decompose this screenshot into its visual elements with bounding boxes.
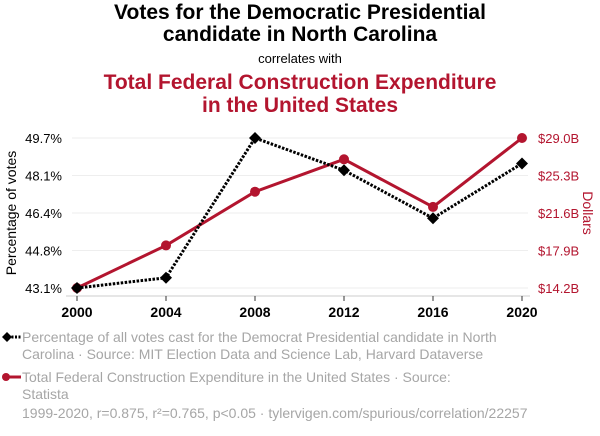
x-tick-label: 2012 <box>328 304 359 320</box>
y-left-tick-label: 49.7% <box>25 131 62 146</box>
x-tick-label: 2020 <box>506 304 537 320</box>
y-left-tick-label: 43.1% <box>25 281 62 296</box>
chart-title-line2: candidate in North Carolina <box>162 23 438 46</box>
series-construction-point <box>517 133 527 143</box>
y-left-tick-label: 48.1% <box>25 169 62 184</box>
y-right-tick-label: $17.9B <box>538 244 579 259</box>
y-left-tick-label: 44.8% <box>25 244 62 259</box>
series-votes-point <box>160 271 172 284</box>
y-axis-left-label: Percentage of votes <box>3 151 19 276</box>
series-votes-point <box>71 282 83 294</box>
correlates-with-label: correlates with <box>258 51 342 66</box>
series-construction-point <box>250 186 260 197</box>
series-votes-point <box>249 132 261 144</box>
series-votes-point <box>427 212 439 225</box>
y-right-tick-label: $25.3B <box>538 169 579 184</box>
series-votes-point <box>338 164 350 177</box>
footer-stats: 1999-2020, r=0.875, r²=0.765, p<0.05 · t… <box>22 405 528 421</box>
series-construction-point <box>161 240 171 251</box>
chart-subtitle-line1: Total Federal Construction Expenditure <box>103 71 497 94</box>
legend-item-series1-line2: Carolina · Source: MIT Election Data and… <box>22 346 484 362</box>
series-construction-point <box>339 154 349 165</box>
x-tick-label: 2004 <box>150 304 181 320</box>
series-votes-line <box>76 136 523 290</box>
legend-item-series2: Total Federal Construction Expenditure i… <box>22 369 451 403</box>
chart-title-line1: Votes for the Democratic Presidential <box>114 1 486 24</box>
series-construction-point <box>428 201 438 212</box>
legend-item-series2-line1: Total Federal Construction Expenditure i… <box>22 369 451 385</box>
y-axis-right-label: Dollars <box>580 191 596 235</box>
x-tick-label: 2016 <box>417 304 448 320</box>
legend-item-series1: Percentage of all votes cast for the Dem… <box>22 329 497 363</box>
x-tick-label: 2000 <box>61 304 92 320</box>
y-right-tick-label: $21.6B <box>538 206 579 221</box>
y-right-tick-label: $29.0B <box>538 131 579 146</box>
legend-marker-series1 <box>2 332 21 342</box>
series-votes-point <box>516 157 528 170</box>
chart-subtitle-line2: in the United States <box>201 94 399 117</box>
y-left-tick-label: 46.4% <box>25 206 62 221</box>
y-right-tick-label: $14.2B <box>538 281 579 296</box>
legend-item-series2-line2: Statista <box>22 386 69 402</box>
series-construction-line <box>76 136 523 290</box>
legend-marker-series2 <box>2 373 21 381</box>
legend-item-series1-line1: Percentage of all votes cast for the Dem… <box>22 329 497 345</box>
x-tick-label: 2008 <box>239 304 270 320</box>
